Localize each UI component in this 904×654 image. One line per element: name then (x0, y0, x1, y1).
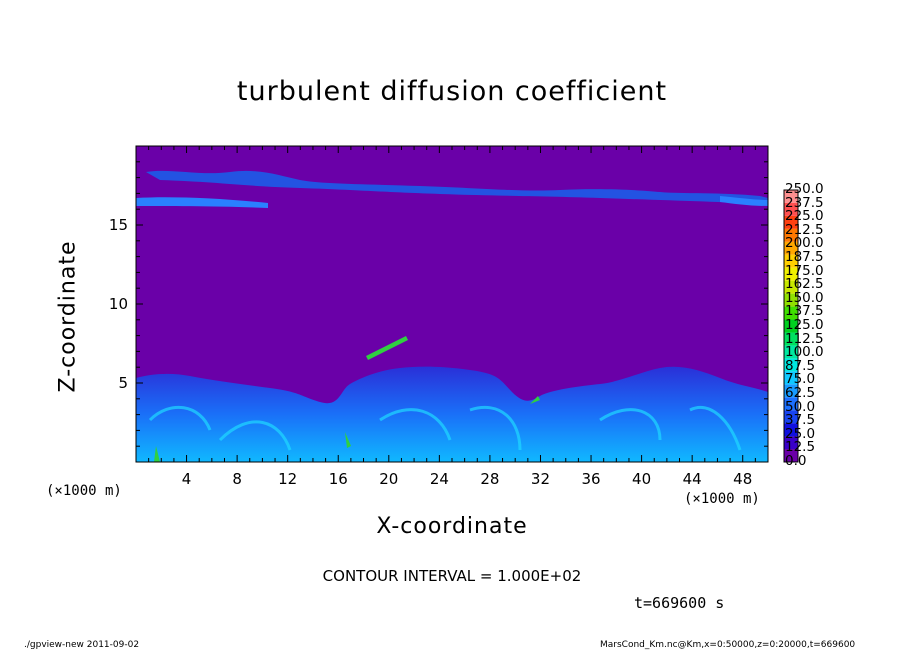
colorbar-swatch (784, 267, 798, 281)
colorbar-label: 162.5 (785, 276, 824, 293)
turbulent-eddies (148, 405, 742, 451)
colorbar-swatch (784, 215, 798, 229)
y-tick-label: 15 (108, 216, 128, 234)
colorbar-swatch (784, 280, 798, 294)
upper-band-16km (136, 197, 268, 208)
footer-left: ./gpview-new 2011-09-02 (24, 640, 140, 650)
colorbar-swatch (784, 254, 798, 268)
y-tick-label: 10 (108, 295, 128, 313)
colorbar-label: 75.0 (785, 371, 816, 388)
x-tick-label: 12 (278, 470, 298, 488)
colorbar-label: 175.0 (785, 262, 824, 279)
boundary-layer (136, 366, 768, 462)
x-unit-label-right: (×1000 m) (684, 491, 760, 507)
contour-interval: CONTOUR INTERVAL = 1.000E+02 (322, 567, 582, 585)
x-axis-label: X-coordinate (376, 514, 528, 539)
time-label: t=669600 s (634, 594, 725, 612)
x-tick-label: 40 (632, 470, 652, 488)
colorbar-swatch (784, 345, 798, 359)
colorbar-label: 212.5 (785, 221, 824, 238)
x-tick-label: 32 (530, 470, 551, 488)
colorbar-label: 25.0 (785, 425, 816, 442)
x-tick-label: 16 (328, 470, 348, 488)
chart-title: turbulent diffusion coefficient (236, 76, 668, 107)
x-tick-label: 28 (480, 470, 500, 488)
axis-ticks (136, 146, 768, 462)
x-tick-label: 48 (733, 470, 753, 488)
x-tick-label: 44 (682, 470, 702, 488)
colorbar-swatch (784, 332, 798, 346)
colorbar-label: 0.0 (785, 453, 807, 469)
colorbar-swatch (784, 358, 798, 372)
y-tick-label: 5 (118, 374, 128, 392)
colorbar-swatch (784, 423, 798, 437)
colorbar-swatch (784, 202, 798, 216)
colorbar-label: 62.5 (785, 385, 816, 401)
upper-band-18km (146, 170, 768, 204)
colorbar-swatch (784, 436, 798, 450)
colorbar-swatch (784, 371, 798, 385)
x-tick-label: 4 (181, 470, 192, 488)
x-tick-label: 8 (232, 470, 242, 488)
x-tick-label: 36 (581, 470, 601, 488)
x-tick-label: 24 (429, 470, 449, 488)
colorbar (783, 189, 799, 463)
colorbar-swatch (784, 319, 798, 333)
colorbar-label: 150.0 (785, 289, 824, 306)
colorbar-label: 225.0 (785, 208, 824, 225)
colorbar-label: 237.5 (785, 194, 824, 211)
colorbar-swatch (784, 397, 798, 411)
colorbar-label: 137.5 (785, 303, 824, 320)
x-unit-label-left: (×1000 m) (46, 483, 122, 499)
colorbar-swatch (784, 241, 798, 255)
colorbar-label: 250.0 (785, 181, 824, 197)
colorbar-label: 200.0 (785, 235, 824, 252)
colorbar-swatch (784, 410, 798, 424)
upper-band-16km-right (720, 196, 768, 206)
colorbar-swatch (784, 228, 798, 242)
colorbar-frame (783, 189, 799, 463)
colorbar-swatch (784, 306, 798, 320)
colorbar-label: 50.0 (785, 398, 816, 415)
colorbar-swatch (784, 293, 798, 307)
colorbar-label: 37.5 (785, 412, 816, 429)
colorbar-label: 187.5 (785, 249, 824, 265)
colorbar-label: 112.5 (785, 330, 824, 347)
footer-right: MarsCond_Km.nc@Km,x=0:50000,z=0:20000,t=… (600, 640, 856, 650)
colorbar-swatch (784, 449, 798, 462)
plot-area (136, 146, 768, 462)
colorbar-swatch (784, 384, 798, 398)
colorbar-label: 100.0 (785, 344, 824, 361)
colorbar-label: 87.5 (785, 357, 816, 374)
colorbar-swatch (784, 190, 798, 203)
high-value-patches (154, 336, 540, 462)
x-tick-label: 20 (379, 470, 399, 488)
colorbar-label: 125.0 (785, 317, 824, 333)
colorbar-label: 12.5 (785, 439, 816, 456)
